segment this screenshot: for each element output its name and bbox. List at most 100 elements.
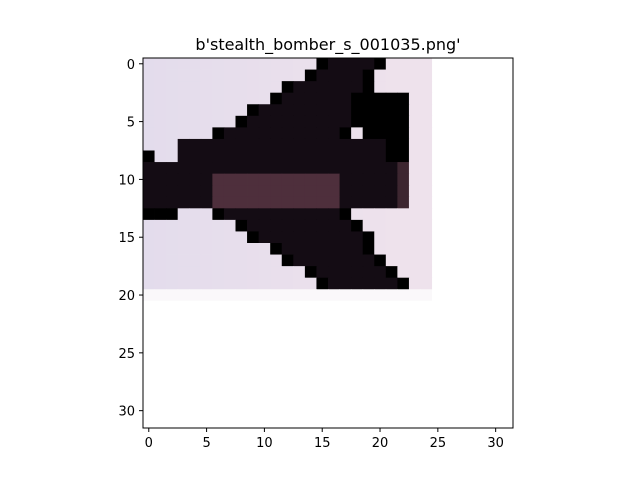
image-pixel bbox=[362, 347, 375, 360]
image-pixel bbox=[443, 208, 456, 221]
image-pixel bbox=[200, 219, 213, 232]
image-pixel bbox=[223, 196, 236, 209]
image-pixel bbox=[385, 381, 398, 394]
image-pixel bbox=[270, 92, 283, 105]
image-pixel bbox=[339, 138, 352, 151]
image-pixel bbox=[374, 289, 387, 302]
image-pixel bbox=[281, 173, 294, 186]
image-pixel bbox=[189, 127, 202, 140]
image-pixel bbox=[420, 404, 433, 417]
image-pixel bbox=[281, 277, 294, 290]
image-pixel bbox=[385, 243, 398, 255]
image-pixel bbox=[397, 370, 410, 383]
image-pixel bbox=[293, 254, 306, 267]
image-pixel bbox=[351, 381, 364, 394]
image-pixel bbox=[235, 185, 248, 198]
image-pixel bbox=[177, 289, 190, 302]
image-pixel bbox=[501, 81, 514, 94]
image-pixel bbox=[304, 92, 317, 105]
image-pixel bbox=[281, 323, 294, 336]
image-pixel bbox=[270, 347, 283, 360]
image-pixel bbox=[432, 277, 445, 290]
image-pixel bbox=[362, 277, 375, 290]
image-pixel bbox=[223, 381, 236, 394]
x-tick-label: 30 bbox=[487, 436, 504, 451]
image-pixel bbox=[200, 358, 213, 371]
image-pixel bbox=[351, 173, 364, 186]
image-pixel bbox=[316, 266, 329, 279]
image-pixel bbox=[328, 150, 340, 163]
image-pixel bbox=[362, 219, 375, 232]
image-pixel bbox=[339, 370, 352, 383]
image-pixel bbox=[270, 196, 283, 209]
image-pixel bbox=[466, 416, 479, 429]
image-pixel bbox=[339, 312, 352, 325]
image-pixel bbox=[432, 370, 445, 383]
image-pixel bbox=[385, 347, 398, 360]
image-pixel bbox=[466, 127, 479, 140]
image-pixel bbox=[455, 393, 468, 406]
image-pixel bbox=[304, 347, 317, 360]
image-pixel bbox=[339, 196, 352, 209]
image-pixel bbox=[397, 162, 410, 175]
image-pixel bbox=[270, 150, 283, 163]
image-pixel bbox=[328, 162, 340, 175]
image-pixel bbox=[281, 370, 294, 383]
image-pixel bbox=[212, 138, 225, 151]
image-pixel bbox=[385, 300, 398, 313]
image-pixel bbox=[304, 289, 317, 302]
image-pixel bbox=[235, 150, 248, 163]
image-pixel bbox=[328, 115, 340, 128]
image-pixel bbox=[247, 393, 260, 406]
image-pixel bbox=[489, 393, 502, 406]
image-pixel bbox=[362, 115, 375, 128]
image-pixel bbox=[247, 58, 260, 70]
image-pixel bbox=[478, 150, 491, 163]
image-pixel bbox=[362, 92, 375, 105]
image-pixel bbox=[466, 104, 479, 117]
image-pixel bbox=[408, 115, 421, 128]
image-pixel bbox=[189, 196, 202, 209]
image-pixel bbox=[200, 277, 213, 290]
image-pixel bbox=[143, 208, 155, 221]
image-pixel bbox=[270, 208, 283, 221]
image-pixel bbox=[247, 266, 260, 279]
image-pixel bbox=[223, 185, 236, 198]
image-pixel bbox=[443, 69, 456, 82]
image-pixel bbox=[189, 219, 202, 232]
image-pixel bbox=[339, 92, 352, 105]
image-pixel bbox=[455, 185, 468, 198]
image-pixel bbox=[166, 266, 179, 279]
image-pixel bbox=[351, 138, 364, 151]
image-pixel bbox=[316, 393, 329, 406]
image-pixel bbox=[478, 300, 491, 313]
image-pixel bbox=[328, 323, 340, 336]
image-pixel bbox=[154, 150, 167, 163]
image-pixel bbox=[432, 347, 445, 360]
image-pixel bbox=[443, 404, 456, 417]
image-pixel bbox=[247, 115, 260, 128]
image-pixel bbox=[443, 173, 456, 186]
image-pixel bbox=[212, 404, 225, 417]
image-pixel bbox=[408, 370, 421, 383]
image-pixel bbox=[432, 358, 445, 371]
image-pixel bbox=[432, 173, 445, 186]
image-pixel bbox=[397, 404, 410, 417]
image-pixel bbox=[420, 231, 433, 244]
image-pixel bbox=[489, 347, 502, 360]
image-pixel bbox=[270, 335, 283, 348]
image-pixel bbox=[143, 323, 155, 336]
image-pixel bbox=[351, 104, 364, 117]
x-axis: 0 5 10 15 20 25 30 bbox=[145, 428, 504, 451]
image-pixel bbox=[385, 92, 398, 105]
image-pixel bbox=[408, 127, 421, 140]
image-pixel bbox=[293, 138, 306, 151]
image-pixel bbox=[385, 81, 398, 94]
image-pixel bbox=[362, 300, 375, 313]
image-pixel bbox=[316, 92, 329, 105]
image-pixel bbox=[189, 381, 202, 394]
image-pixel bbox=[362, 335, 375, 348]
image-pixel bbox=[466, 300, 479, 313]
image-pixel bbox=[432, 104, 445, 117]
image-pixel bbox=[455, 162, 468, 175]
